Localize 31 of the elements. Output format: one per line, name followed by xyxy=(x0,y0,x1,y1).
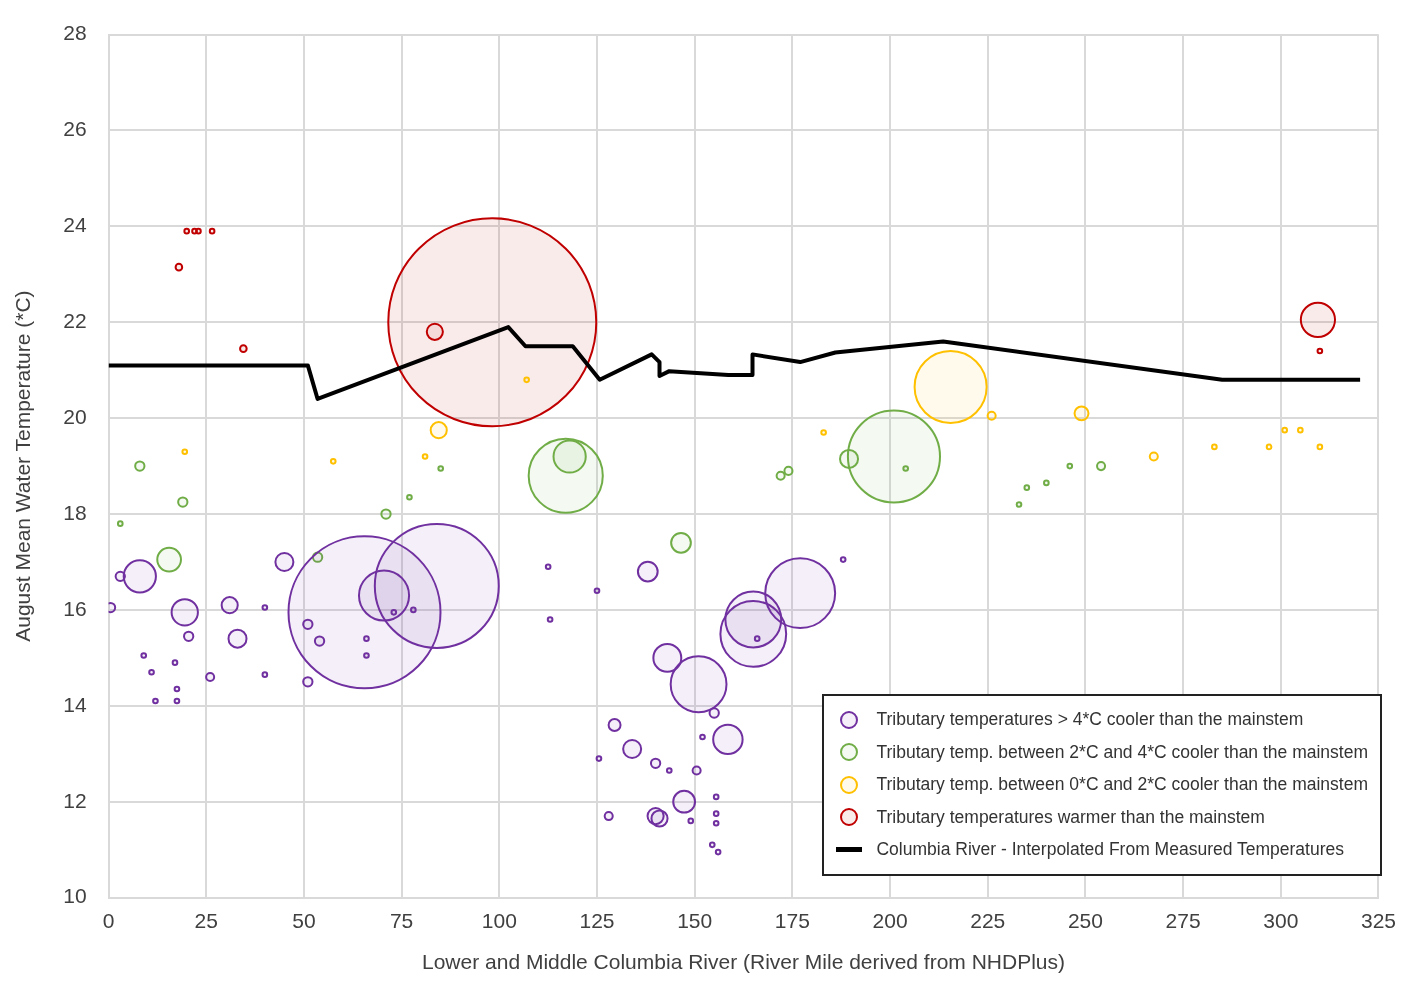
x-tick-label: 225 xyxy=(970,909,1006,932)
y-tick-label: 24 xyxy=(63,213,87,237)
legend-label: Columbia River - Interpolated From Measured Temperatures xyxy=(876,839,1344,861)
x-tick-label: 75 xyxy=(389,909,414,932)
x-axis-title: Lower and Middle Columbia River (River Mile derived from NHDPlus) xyxy=(422,950,1066,974)
y-tick-label: 12 xyxy=(63,788,87,812)
y-tick-label: 14 xyxy=(63,692,87,716)
x-tick-label: 125 xyxy=(579,909,615,932)
y-tick-label: 22 xyxy=(63,309,87,333)
legend-label: Tributary temperatures warmer than the mainstem xyxy=(876,806,1265,828)
y-axis-title: August Mean Water Temperature (*C) xyxy=(11,290,35,642)
x-tick-label: 200 xyxy=(872,909,908,932)
legend-label: Tributary temp. between 2*C and 4*C cooler than the mainstem xyxy=(876,741,1368,763)
legend-label: Tributary temp. between 0*C and 2*C cooler than the mainstem xyxy=(876,774,1368,796)
y-tick-label: 20 xyxy=(63,404,87,428)
x-tick-label: 50 xyxy=(292,909,316,932)
x-tick-label: 275 xyxy=(1165,909,1201,932)
x-tick-label: 0 xyxy=(102,909,115,932)
y-tick-label: 16 xyxy=(63,596,87,620)
y-tick-label: 28 xyxy=(63,21,87,45)
legend-label: Tributary temperatures > 4*C cooler than the mainstem xyxy=(876,709,1304,731)
x-tick-label: 100 xyxy=(481,909,517,932)
x-tick-label: 150 xyxy=(677,909,713,932)
x-tick-label: 300 xyxy=(1263,909,1299,932)
x-tick-label: 325 xyxy=(1360,909,1396,932)
y-tick-label: 18 xyxy=(63,500,87,524)
y-tick-label: 10 xyxy=(63,884,87,908)
x-tick-label: 250 xyxy=(1067,909,1103,932)
y-tick-label: 26 xyxy=(63,117,87,141)
x-tick-label: 175 xyxy=(774,909,810,932)
x-tick-label: 25 xyxy=(194,909,218,932)
